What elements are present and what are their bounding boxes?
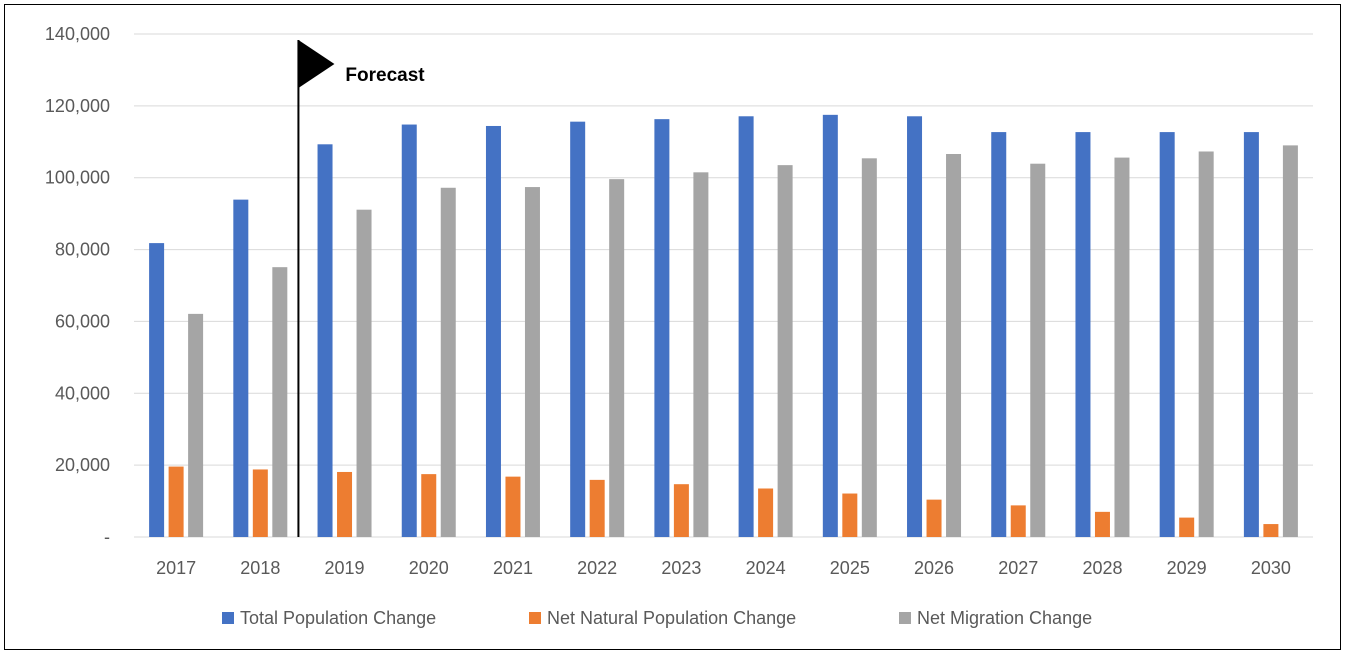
x-tick-label: 2029	[1167, 558, 1207, 578]
y-tick-label: -	[104, 527, 110, 547]
y-axis: - 20,000 40,000 60,000 80,000 100,000 120,000 1…	[45, 24, 110, 547]
bar-net-natural-population-change-2018	[252, 469, 268, 537]
bar-net-migration-change-2022	[609, 179, 625, 537]
legend-item: Net Natural Population Change	[529, 608, 796, 628]
bar-total-population-change-2026	[907, 116, 923, 537]
bar-net-migration-change-2019	[356, 209, 372, 537]
bar-total-population-change-2019	[317, 144, 333, 537]
bar-net-migration-change-2021	[524, 187, 540, 537]
bar-net-migration-change-2028	[1114, 157, 1130, 537]
bar-total-population-change-2025	[822, 114, 838, 537]
bar-net-migration-change-2025	[861, 158, 877, 537]
x-tick-label: 2020	[409, 558, 449, 578]
gridlines	[134, 33, 1313, 538]
x-tick-label: 2024	[746, 558, 786, 578]
bar-net-migration-change-2018	[272, 267, 288, 537]
legend-label: Total Population Change	[240, 608, 436, 628]
bar-net-natural-population-change-2028	[1094, 511, 1110, 537]
bar-total-population-change-2028	[1075, 132, 1091, 537]
bar-total-population-change-2022	[570, 121, 586, 537]
bar-net-natural-population-change-2022	[589, 479, 605, 537]
legend-label: Net Natural Population Change	[547, 608, 796, 628]
bar-net-natural-population-change-2017	[168, 466, 184, 537]
x-tick-label: 2022	[577, 558, 617, 578]
bar-net-migration-change-2020	[440, 187, 456, 537]
x-tick-label: 2021	[493, 558, 533, 578]
x-tick-label: 2017	[156, 558, 196, 578]
x-tick-label: 2018	[240, 558, 280, 578]
y-tick-label: 80,000	[55, 240, 110, 260]
bar-total-population-change-2030	[1243, 132, 1259, 537]
y-tick-label: 140,000	[45, 24, 110, 44]
bar-net-natural-population-change-2030	[1263, 524, 1279, 537]
x-tick-label: 2030	[1251, 558, 1291, 578]
bar-net-natural-population-change-2020	[421, 474, 437, 537]
bar-total-population-change-2017	[149, 243, 165, 537]
bar-net-natural-population-change-2027	[1010, 505, 1026, 537]
legend-label: Net Migration Change	[917, 608, 1092, 628]
bar-net-migration-change-2029	[1198, 151, 1214, 537]
bar-total-population-change-2024	[738, 116, 754, 537]
bar-net-natural-population-change-2023	[673, 484, 689, 537]
bar-total-population-change-2020	[401, 124, 417, 537]
legend-item: Total Population Change	[222, 608, 436, 628]
x-axis: 2017 2018 2019 2020 2021 2022 2023 2024 2025 2026…	[156, 558, 1291, 578]
x-tick-label: 2019	[325, 558, 365, 578]
x-tick-label: 2026	[914, 558, 954, 578]
bar-net-migration-change-2030	[1282, 145, 1298, 537]
legend-item: Net Migration Change	[899, 608, 1092, 628]
bar-total-population-change-2018	[233, 199, 249, 537]
bar-total-population-change-2027	[991, 132, 1007, 537]
x-tick-label: 2025	[830, 558, 870, 578]
bar-net-natural-population-change-2019	[337, 471, 353, 537]
y-tick-label: 60,000	[55, 311, 110, 331]
forecast-label: Forecast	[345, 65, 425, 86]
bar-total-population-change-2021	[485, 125, 501, 537]
bar-net-natural-population-change-2029	[1179, 517, 1195, 537]
x-tick-label: 2028	[1082, 558, 1122, 578]
forecast-annotation: Forecast	[297, 40, 425, 537]
legend-swatch	[222, 612, 234, 624]
bar-net-migration-change-2017	[188, 313, 204, 537]
y-tick-label: 40,000	[55, 383, 110, 403]
legend: Total Population Change Net Natural Popul…	[222, 608, 1092, 628]
flag-icon	[298, 40, 335, 88]
bar-net-migration-change-2024	[777, 165, 793, 537]
bar-total-population-change-2029	[1159, 132, 1175, 537]
y-tick-label: 120,000	[45, 96, 110, 116]
bar-net-natural-population-change-2021	[505, 476, 521, 537]
x-tick-label: 2023	[661, 558, 701, 578]
bars	[149, 114, 1298, 538]
y-tick-label: 20,000	[55, 455, 110, 475]
bar-net-natural-population-change-2026	[926, 499, 942, 537]
x-tick-label: 2027	[998, 558, 1038, 578]
bar-net-natural-population-change-2024	[758, 488, 774, 537]
bar-net-migration-change-2026	[946, 154, 962, 537]
y-tick-label: 100,000	[45, 168, 110, 188]
bar-total-population-change-2023	[654, 119, 670, 538]
bar-net-natural-population-change-2025	[842, 493, 858, 537]
legend-swatch	[529, 612, 541, 624]
bar-net-migration-change-2023	[693, 172, 709, 537]
legend-swatch	[899, 612, 911, 624]
bar-net-migration-change-2027	[1030, 163, 1046, 537]
